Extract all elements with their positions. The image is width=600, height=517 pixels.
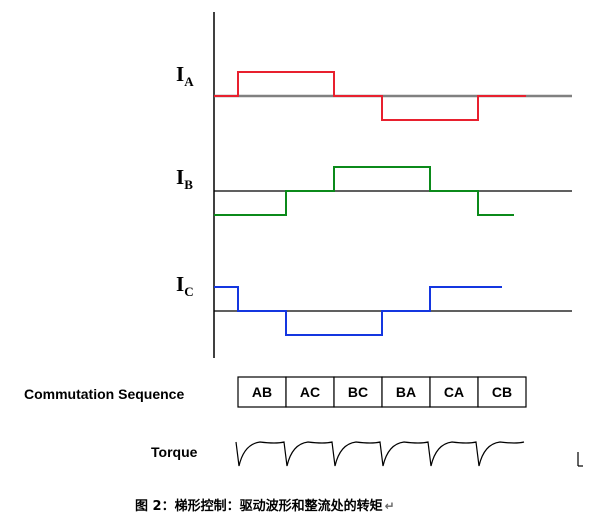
commutation-step-label: BC <box>348 384 368 400</box>
commutation-step-label: CB <box>492 384 512 400</box>
commutation-step-cell <box>285 376 335 408</box>
commutation-step-label: CA <box>444 384 464 400</box>
commutation-step-label: AC <box>300 384 320 400</box>
signal-label-ib: IB <box>176 165 193 192</box>
torque-ripple-curve <box>235 441 525 467</box>
commutation-step-cell <box>477 376 527 408</box>
commutation-sequence-table: AB AC BC BA CA CB <box>237 376 527 408</box>
commutation-step-cell <box>333 376 383 408</box>
commutation-step-cell <box>429 376 479 408</box>
waveform-ic <box>214 286 502 336</box>
waveform-ia <box>214 71 526 121</box>
signal-label-ic: IC <box>176 272 194 299</box>
torque-label: Torque <box>151 444 198 460</box>
commutation-step-cell <box>237 376 287 408</box>
commutation-step-label: AB <box>252 384 272 400</box>
commutation-step-cell <box>381 376 431 408</box>
waveform-ib <box>214 166 514 216</box>
figure-caption: 图 2：梯形控制：驱动波形和整流处的转矩 ↵ <box>135 498 395 514</box>
commutation-step-label: BA <box>396 384 416 400</box>
signal-label-ia: IA <box>176 62 194 89</box>
commutation-sequence-label: Commutation Sequence <box>24 386 184 402</box>
